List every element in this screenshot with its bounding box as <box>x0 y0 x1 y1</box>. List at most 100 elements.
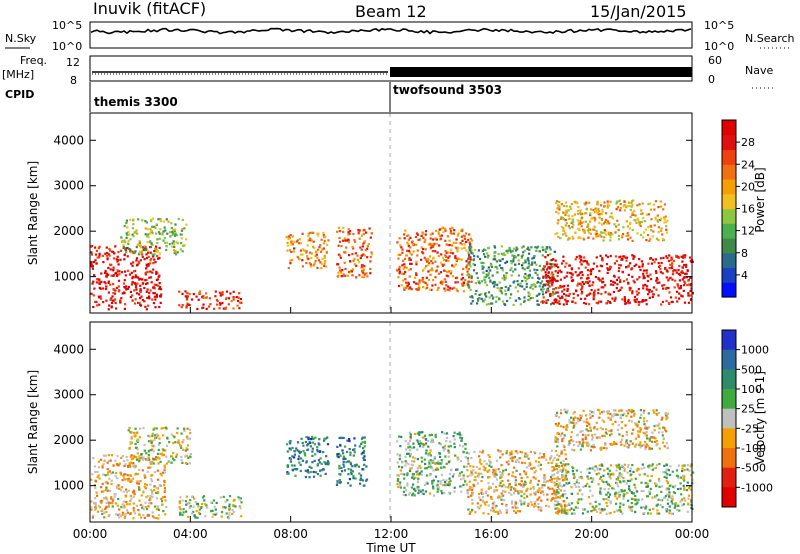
heatmap-cell <box>562 467 565 470</box>
heatmap-cell <box>138 455 141 458</box>
heatmap-cell <box>315 253 318 256</box>
heatmap-cell <box>123 286 126 289</box>
heatmap-cell <box>203 499 206 502</box>
heatmap-cell <box>467 257 470 260</box>
heatmap-cell <box>105 275 108 278</box>
heatmap-cell <box>639 428 642 431</box>
heatmap-cell <box>290 240 293 243</box>
heatmap-cell <box>473 263 476 267</box>
heatmap-cell <box>445 432 449 435</box>
heatmap-cell <box>489 269 492 272</box>
heatmap-cell <box>431 467 434 470</box>
heatmap-cell <box>565 205 568 208</box>
heatmap-cell <box>501 258 504 261</box>
heatmap-cell <box>560 286 563 289</box>
heatmap-cell <box>690 474 693 477</box>
heatmap-cell <box>675 469 679 472</box>
heatmap-cell <box>211 509 214 512</box>
heatmap-cell <box>687 294 690 297</box>
heatmap-cell <box>615 202 618 205</box>
heatmap-cell <box>680 255 683 258</box>
heatmap-cell <box>576 479 579 482</box>
heatmap-cell <box>188 506 191 510</box>
heatmap-cell <box>638 223 641 226</box>
heatmap-cell <box>490 465 493 468</box>
heatmap-cell <box>351 268 354 271</box>
heatmap-cell <box>606 271 609 274</box>
heatmap-cell <box>214 513 217 516</box>
heatmap-cell <box>471 488 474 491</box>
heatmap-cell <box>619 280 622 284</box>
ytick-label: 1000 <box>53 479 84 493</box>
heatmap-cell <box>452 473 456 476</box>
heatmap-cell <box>338 467 341 470</box>
heatmap-cell <box>429 255 432 258</box>
heatmap-cell <box>316 266 319 269</box>
heatmap-cell <box>300 437 303 440</box>
heatmap-cell <box>658 431 661 434</box>
heatmap-cell <box>641 300 644 303</box>
heatmap-cell <box>462 290 465 293</box>
heatmap-cell <box>409 453 413 456</box>
heatmap-cell <box>543 474 546 477</box>
heatmap-cell <box>226 499 229 502</box>
heatmap-cell <box>132 261 135 264</box>
heatmap-cell <box>138 262 141 265</box>
heatmap-cell <box>165 241 168 244</box>
heatmap-cell <box>608 493 612 496</box>
noise-panel: N.Sky 10^5 10^0 10^5 10^0 N.Search <box>5 19 795 53</box>
heatmap-cell <box>358 472 361 475</box>
heatmap-cell <box>362 253 365 256</box>
heatmap-cell <box>570 492 574 495</box>
heatmap-cell <box>641 498 644 501</box>
heatmap-cell <box>408 287 411 290</box>
heatmap-cell <box>159 460 162 463</box>
heatmap-cell <box>527 276 530 279</box>
heatmap-cell <box>420 470 423 473</box>
heatmap-cell <box>132 223 135 226</box>
heatmap-cell <box>661 441 665 444</box>
heatmap-cell <box>562 475 565 478</box>
heatmap-cell <box>595 436 599 439</box>
heatmap-cell <box>568 503 571 506</box>
heatmap-cell <box>301 265 304 268</box>
heatmap-cell <box>114 301 117 305</box>
heatmap-cell <box>684 254 687 257</box>
heatmap-cell <box>153 253 156 256</box>
heatmap-cell <box>510 493 513 496</box>
heatmap-cell <box>434 276 437 279</box>
heatmap-cell <box>186 462 189 465</box>
heatmap-cell <box>572 223 575 226</box>
heatmap-cell <box>402 286 406 289</box>
heatmap-cell <box>663 283 666 287</box>
heatmap-cell <box>148 276 151 279</box>
heatmap-cell <box>314 259 317 263</box>
heatmap-cell <box>656 413 659 416</box>
heatmap-cell <box>240 515 243 518</box>
heatmap-cell <box>139 427 142 430</box>
heatmap-cell <box>522 262 525 265</box>
heatmap-cell <box>99 458 103 461</box>
heatmap-cell <box>163 479 166 482</box>
heatmap-cell <box>563 445 566 448</box>
heatmap-cell <box>164 449 167 452</box>
heatmap-cell <box>415 243 418 246</box>
heatmap-cell <box>599 468 602 471</box>
heatmap-cell <box>91 267 94 270</box>
heatmap-cell <box>455 288 458 291</box>
heatmap-cell <box>528 293 532 296</box>
heatmap-cell <box>427 278 430 281</box>
heatmap-cell <box>94 504 97 507</box>
heatmap-cell <box>515 469 518 472</box>
heatmap-cell <box>596 428 599 431</box>
heatmap-cell <box>503 302 506 306</box>
heatmap-cell <box>548 487 551 490</box>
heatmap-cell <box>553 477 556 480</box>
heatmap-cell <box>512 258 515 261</box>
heatmap-cell <box>597 292 600 295</box>
heatmap-cell <box>168 231 172 234</box>
heatmap-cell <box>562 511 565 514</box>
heatmap-cell <box>529 297 532 300</box>
heatmap-cell <box>623 200 626 203</box>
heatmap-cell <box>141 504 144 507</box>
